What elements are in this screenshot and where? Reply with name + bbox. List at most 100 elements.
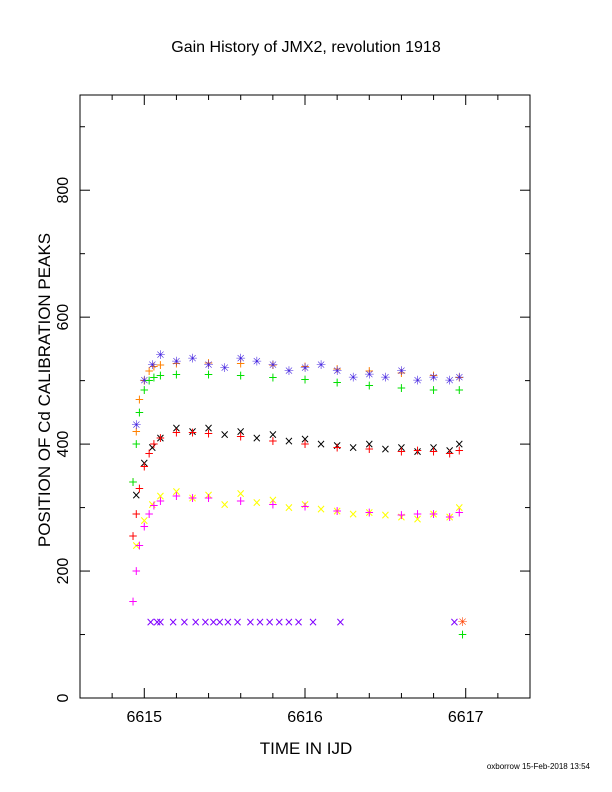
data-point: × [245,615,255,629]
data-point: + [139,383,149,397]
data-point: × [139,456,149,470]
data-point: + [149,499,159,513]
y-tick-label: 800 [55,177,72,204]
data-point: + [128,475,138,489]
data-point: ✳ [252,355,262,369]
data-point: × [429,440,439,454]
data-point: + [131,437,141,451]
data-point: × [187,424,197,438]
data-point: + [268,497,278,511]
data-point: + [412,443,422,457]
data-point: ✳ [236,351,246,365]
data-point: × [412,445,422,459]
data-point: + [171,367,181,381]
data-point: + [445,510,455,524]
data-point: + [144,447,154,461]
data-point: × [335,615,345,629]
data-point: × [454,501,464,515]
data-point: × [146,615,156,629]
data-point: × [200,615,210,629]
data-point: + [300,360,310,374]
data-point: × [332,438,342,452]
data-point: ✳ [445,374,455,388]
series-9: + [457,628,467,642]
x-tick-label: 6616 [287,709,323,726]
data-point: ✳ [268,358,278,372]
series-7: ××× × × × ×××× × × × × × × × × × × [146,615,460,629]
data-point: × [308,615,318,629]
data-point: + [396,508,406,522]
data-point: + [131,564,141,578]
data-point: ✳ [155,348,165,362]
data-point: + [187,426,197,440]
data-point: × [147,440,157,454]
data-point: + [155,494,165,508]
data-point: × [294,615,304,629]
data-point: + [236,429,246,443]
data-point: ✳ [139,374,149,388]
data-point: × [220,428,230,442]
data-point: + [300,372,310,386]
data-point: + [131,507,141,521]
data-point: × [252,496,262,510]
data-point: + [332,362,342,376]
data-point: × [155,489,165,503]
data-point: + [139,374,149,388]
data-point: × [171,485,181,499]
data-point: ✳ [396,364,406,378]
data-point: × [268,493,278,507]
data-point: + [268,358,278,372]
data-point: × [284,501,294,515]
data-point: + [171,426,181,440]
series-6: +++++++ + + + + + + + + + + + + + [128,489,464,608]
data-point: × [139,513,149,527]
data-point: × [300,497,310,511]
axis-tick-labels: 6615 6616 6617 0 200 400 600 800 [55,177,484,726]
data-point: × [187,491,197,505]
series-2: +++++++ + + + + + + + + + + [128,367,464,489]
data-point: × [445,443,455,457]
data-point: × [255,615,265,629]
data-point: ✳ [364,367,374,381]
data-point: + [332,504,342,518]
data-point: × [171,421,181,435]
data-point: × [284,615,294,629]
data-point: × [179,615,189,629]
data-point: + [204,367,214,381]
data-point: × [155,431,165,445]
footer-note: oxborrow 15-Feb-2018 13:54 [487,762,591,771]
data-point: ✳ [412,374,422,388]
data-point: ✳ [187,351,197,365]
data-point: × [223,615,233,629]
series-1: ✳✳✳✳ ✳ ✳ ✳ ✳✳ ✳ ✳ ✳ ✳ ✳ ✳ ✳ ✳ ✳ ✳✳ ✳ ✳ ✳ [131,348,464,432]
data-point: ✳ [457,615,467,629]
data-point: × [168,615,178,629]
data-point: × [204,421,214,435]
series-8: ✳ [457,615,467,629]
data-point: + [236,494,246,508]
series-0: +++++++ + + + + + + + + + + [128,356,464,489]
series-4: +++++++ + + + + + + + + + + + + + [128,426,464,543]
x-tick-label: 6617 [448,709,484,726]
data-point: + [396,445,406,459]
data-point: + [364,442,374,456]
data-point: + [134,405,144,419]
data-point: × [364,437,374,451]
data-point: ✳ [429,370,439,384]
data-point: × [236,424,246,438]
y-tick-label: 200 [55,558,72,585]
chart-title: Gain History of JMX2, revolution 1918 [171,39,441,56]
data-point: × [412,512,422,526]
data-point: + [134,539,144,553]
data-point: × [396,510,406,524]
data-point: + [149,437,159,451]
data-point: × [191,615,201,629]
data-point: × [445,510,455,524]
y-tick-label: 0 [55,693,72,702]
data-point: + [134,482,144,496]
data-point: × [380,508,390,522]
y-axis-label: POSITION OF Cd CALIBRATION PEAKS [35,233,54,547]
data-point: + [144,364,154,378]
data-point: + [268,370,278,384]
